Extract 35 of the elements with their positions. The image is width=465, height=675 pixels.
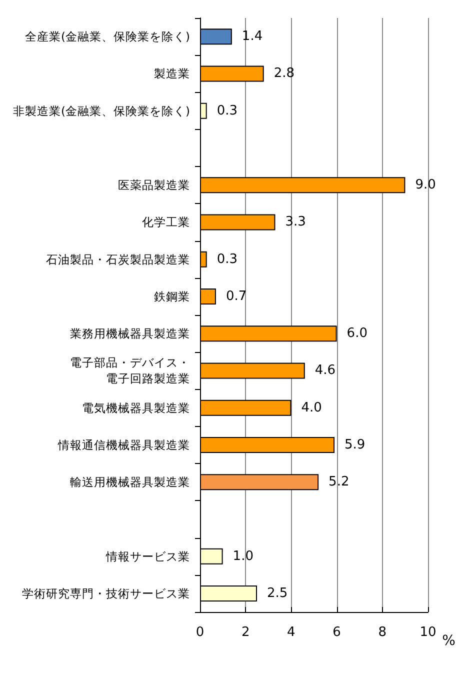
data-label: 0.7 xyxy=(226,288,247,304)
y-tick-label: 情報通信機械器具製造業 xyxy=(57,438,190,452)
data-label: 9.0 xyxy=(415,178,436,193)
data-label: 5.9 xyxy=(344,437,366,452)
data-label: 0.3 xyxy=(216,252,238,267)
y-tick-label: 製造業 xyxy=(154,66,190,81)
y-tick-label: 輸送用機械器具製造業 xyxy=(70,475,190,490)
x-axis-title: % xyxy=(442,633,456,649)
y-tick-label: 医薬品製造業 xyxy=(118,178,190,192)
y-tick-label: 非製造業(金融業、保険業を除く) xyxy=(13,104,190,118)
x-tick-label: 0 xyxy=(196,625,204,640)
data-label: 4.6 xyxy=(314,363,336,378)
data-label: 1.0 xyxy=(232,548,254,564)
data-label: 0.3 xyxy=(216,103,238,118)
y-tick-label: 情報サービス業 xyxy=(105,549,190,564)
y-tick-label: 電気機械器具製造業 xyxy=(82,400,190,415)
data-label: 6.0 xyxy=(346,326,368,342)
y-tick-label: 化学工業 xyxy=(142,215,190,230)
data-label: 1.4 xyxy=(242,29,263,44)
x-tick-label: 10 xyxy=(420,625,436,640)
y-tick-label: 業務用機械器具製造業 xyxy=(70,326,190,341)
y-tick-label: 鉄鋼業 xyxy=(154,289,190,304)
x-tick-label: 4 xyxy=(287,625,296,640)
x-tick-label: 8 xyxy=(378,625,387,640)
data-label: 3.3 xyxy=(285,214,306,230)
x-tick-label: 6 xyxy=(332,625,341,640)
y-tick-label: 石油製品・石炭製品製造業 xyxy=(46,252,190,266)
y-tick-label: 電子部品・デバイス・電子回路製造業 xyxy=(70,356,190,386)
data-label: 4.0 xyxy=(301,400,322,416)
data-label: 2.5 xyxy=(267,586,288,601)
data-label: 2.8 xyxy=(274,66,295,82)
y-tick-label: 全産業(金融業、保険業を除く) xyxy=(25,30,190,44)
x-tick-label: 2 xyxy=(241,625,250,640)
y-tick-label: 学術研究専門・技術サービス業 xyxy=(22,586,190,600)
data-label: 5.2 xyxy=(328,474,350,490)
